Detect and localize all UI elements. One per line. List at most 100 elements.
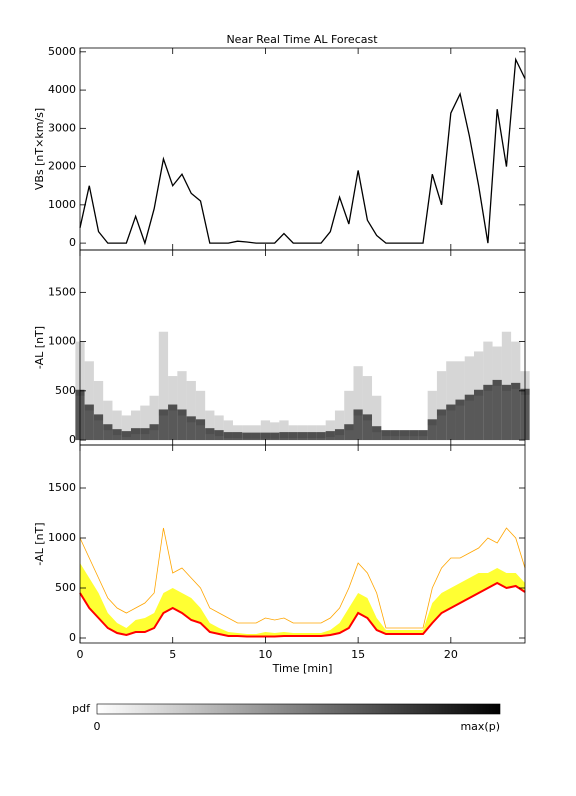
pdf-spread (483, 341, 493, 391)
y-tick-label: 1000 (48, 335, 76, 348)
pdf-spread (103, 400, 113, 431)
x-tick-label: 10 (258, 648, 272, 661)
pdf-spread (232, 425, 243, 439)
pdf-mode (279, 432, 289, 441)
y-tick-label: 4000 (48, 83, 76, 96)
pdf-mode (455, 399, 465, 441)
pdf-mode (474, 389, 484, 441)
pdf-spread (223, 420, 233, 439)
pdf-spread (288, 425, 298, 439)
pdf-spread (492, 346, 502, 386)
x-tick-label: 15 (351, 648, 365, 661)
pdf-mode (334, 429, 345, 441)
pdf-mode (223, 432, 233, 441)
colorbar (96, 703, 501, 715)
pdf-spread (214, 415, 224, 437)
y-tick-label: 2000 (48, 160, 76, 173)
pdf-mode (409, 430, 419, 441)
pdf-mode (418, 430, 428, 441)
colorbar-max: max(p) (460, 720, 500, 733)
pdf-mode (270, 432, 280, 441)
pdf-spread (455, 361, 465, 406)
pdf-spread (84, 361, 94, 411)
pdf-mode (195, 419, 206, 441)
y-tick-label: 500 (55, 581, 76, 594)
y-tick-label: 0 (69, 433, 76, 446)
pdf-mode (325, 431, 335, 441)
pdf-mode (427, 419, 437, 441)
pdf-mode (130, 428, 141, 441)
chart-title: Near Real Time AL Forecast (226, 33, 378, 46)
pdf-spread (446, 361, 456, 411)
y-tick-label: 0 (69, 631, 76, 644)
panel-frame (79, 444, 526, 644)
pdf-spread (195, 390, 206, 426)
pdf-mode (344, 424, 354, 441)
y-tick-label: 1000 (48, 198, 76, 211)
pdf-mode (446, 404, 456, 441)
pdf-mode (121, 431, 131, 441)
median-line (79, 581, 526, 638)
pdf-mode (297, 432, 308, 441)
y-tick-label: 500 (55, 384, 76, 397)
pdf-spread (177, 371, 187, 416)
pdf-mode (372, 426, 382, 441)
pdf-mode (436, 409, 447, 441)
x-tick-label: 0 (77, 648, 84, 661)
pdf-spread (168, 376, 178, 411)
pdf-spread (464, 356, 475, 401)
y-tick-label: 1500 (48, 481, 76, 494)
pdf-spread (362, 376, 373, 421)
pdf-spread (242, 425, 252, 439)
y-tick-label: 0 (69, 236, 76, 249)
pdf-spread (130, 410, 141, 435)
y-tick-label: 5000 (48, 45, 76, 58)
pdf-mode (288, 432, 298, 441)
pdf-spread (427, 390, 437, 426)
pdf-spread (270, 422, 280, 439)
pdf-spread (112, 410, 122, 436)
pdf-mode (168, 404, 178, 441)
pdf-spread (307, 425, 317, 439)
pdf-spread (149, 395, 159, 431)
x-tick-label: 5 (169, 648, 176, 661)
pdf-mode (103, 424, 113, 441)
y-axis-label: -AL [nT] (33, 522, 46, 565)
pdf-mode (140, 428, 150, 441)
pdf-mode (214, 430, 224, 441)
pdf-spread (251, 425, 261, 439)
pdf-mode (316, 432, 326, 441)
pdf-mode (232, 432, 243, 441)
pdf-mode (242, 432, 252, 441)
pdf-spread (436, 371, 447, 416)
pdf-mode (260, 432, 271, 441)
pdf-mode (399, 430, 410, 441)
pdf-spread (501, 331, 512, 391)
band-area (80, 563, 525, 637)
pdf-spread (93, 380, 104, 421)
pdf-spread (325, 420, 335, 438)
pdf-spread (186, 380, 196, 423)
pdf-spread (158, 331, 169, 416)
y-tick-label: 3000 (48, 121, 76, 134)
pdf-mode (464, 394, 475, 441)
colorbar-min: 0 (94, 720, 101, 733)
pdf-spread (344, 390, 354, 431)
pdf-mode (186, 416, 196, 441)
pdf-mode (362, 414, 373, 441)
pdf-mode (381, 430, 391, 441)
y-axis-label: -AL [nT] (33, 326, 46, 369)
pdf-mode (483, 384, 493, 441)
pdf-spread (316, 425, 326, 439)
pdf-spread (205, 410, 215, 435)
pdf-mode (93, 414, 104, 441)
colorbar-label: pdf (72, 702, 91, 715)
pdf-mode (390, 430, 400, 441)
pdf-spread (297, 425, 308, 439)
y-axis-label: VBs [nT×km/s] (33, 108, 46, 190)
pdf-mode (307, 432, 317, 441)
y-tick-label: 1000 (48, 531, 76, 544)
pdf-mode (205, 428, 215, 441)
pdf-spread (474, 351, 484, 396)
